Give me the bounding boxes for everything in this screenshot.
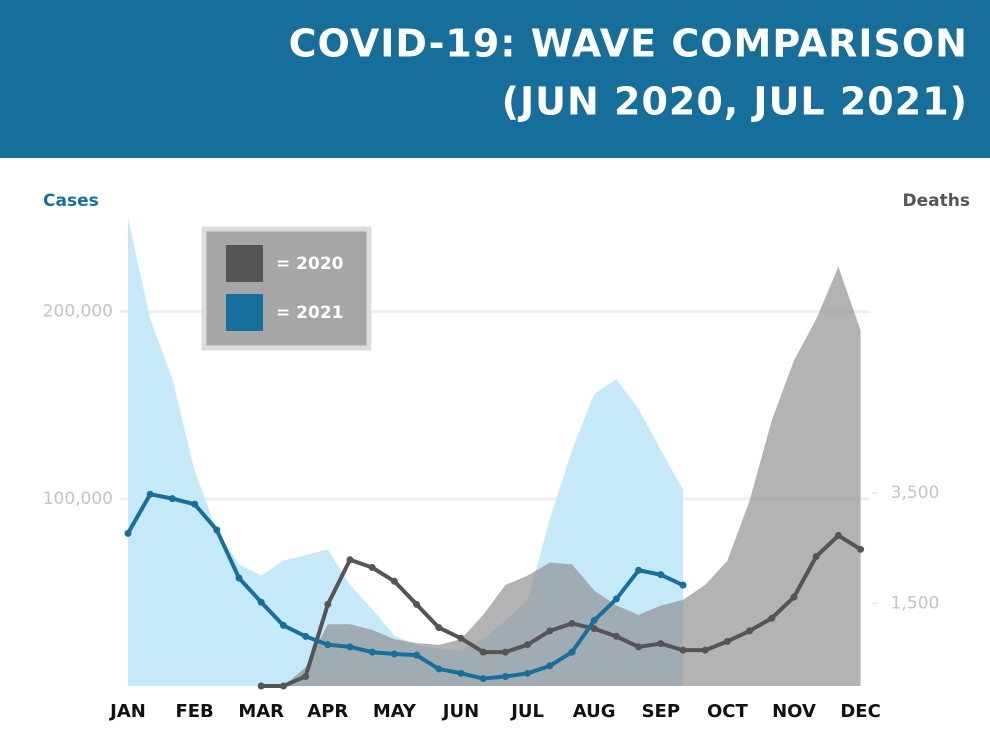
point	[413, 651, 421, 659]
point	[168, 495, 176, 503]
point	[324, 641, 332, 649]
legend-swatch	[226, 294, 263, 331]
point	[413, 600, 421, 608]
line	[126, 492, 684, 681]
point	[124, 529, 132, 537]
point	[524, 669, 532, 677]
x-tick-label: MAY	[373, 701, 417, 722]
point	[679, 646, 687, 654]
y2-tick-label: 1,500	[891, 593, 940, 613]
point	[257, 598, 265, 606]
point	[390, 577, 398, 585]
point	[857, 545, 865, 553]
point	[368, 648, 376, 656]
line	[261, 533, 862, 688]
point	[279, 621, 287, 629]
point	[635, 566, 643, 574]
y-tick-label: 200,000	[43, 302, 113, 322]
point	[257, 682, 265, 690]
point	[657, 571, 665, 579]
point	[768, 614, 776, 622]
x-tick-label: JUL	[509, 701, 544, 722]
x-tick-label: FEB	[175, 701, 213, 722]
point	[568, 648, 576, 656]
x-tick-label: NOV	[772, 701, 816, 722]
point	[546, 627, 554, 635]
legend-swatch	[226, 245, 263, 282]
point	[279, 682, 287, 690]
x-tick-label: JUN	[441, 701, 479, 722]
chart-title: COVID-19: WAVE COMPARISON	[289, 22, 968, 66]
point	[635, 643, 643, 651]
chart-subtitle: (JUN 2020, JUL 2021)	[502, 80, 968, 124]
header	[0, 0, 990, 158]
x-tick-label: MAR	[238, 701, 284, 722]
area	[128, 266, 861, 686]
point	[302, 632, 310, 640]
x-tick-label: APR	[307, 701, 348, 722]
point	[479, 648, 487, 656]
point	[546, 662, 554, 670]
point	[590, 625, 598, 633]
x-tick-label: JAN	[108, 701, 146, 722]
point	[524, 641, 532, 649]
x-tick-label: DEC	[840, 701, 880, 722]
point	[213, 526, 221, 534]
point	[723, 637, 731, 645]
point	[679, 581, 687, 589]
y2-tick-label: 3,500	[891, 483, 940, 503]
point	[146, 490, 154, 498]
point	[435, 665, 443, 673]
point	[235, 574, 243, 582]
point	[191, 500, 199, 508]
point	[590, 616, 598, 624]
point	[457, 669, 465, 677]
point	[457, 634, 465, 642]
legend: = 2020 = 2021	[201, 226, 372, 351]
point	[790, 593, 798, 601]
x-tick-label: OCT	[707, 701, 749, 722]
y2-axis-label: Deaths	[903, 191, 970, 211]
x-tick-label: AUG	[573, 701, 616, 722]
point	[390, 650, 398, 658]
point	[501, 672, 509, 680]
y-tick-label: 100,000	[43, 489, 113, 509]
point	[435, 624, 443, 632]
point	[568, 619, 576, 627]
point	[612, 595, 620, 603]
point	[657, 640, 665, 648]
point	[746, 627, 754, 635]
point	[479, 675, 487, 683]
plot	[120, 218, 878, 690]
point	[324, 600, 332, 608]
point	[812, 552, 820, 560]
point	[346, 556, 354, 564]
point	[501, 648, 509, 656]
point	[612, 632, 620, 640]
point	[346, 643, 354, 651]
y-axis-label: Cases	[43, 191, 99, 211]
legend-label: = 2021	[276, 303, 343, 323]
point	[834, 532, 842, 540]
x-tick-label: SEP	[642, 701, 680, 722]
legend-label: = 2020	[276, 254, 344, 274]
point	[701, 646, 709, 654]
point	[302, 672, 310, 680]
point	[368, 564, 376, 572]
